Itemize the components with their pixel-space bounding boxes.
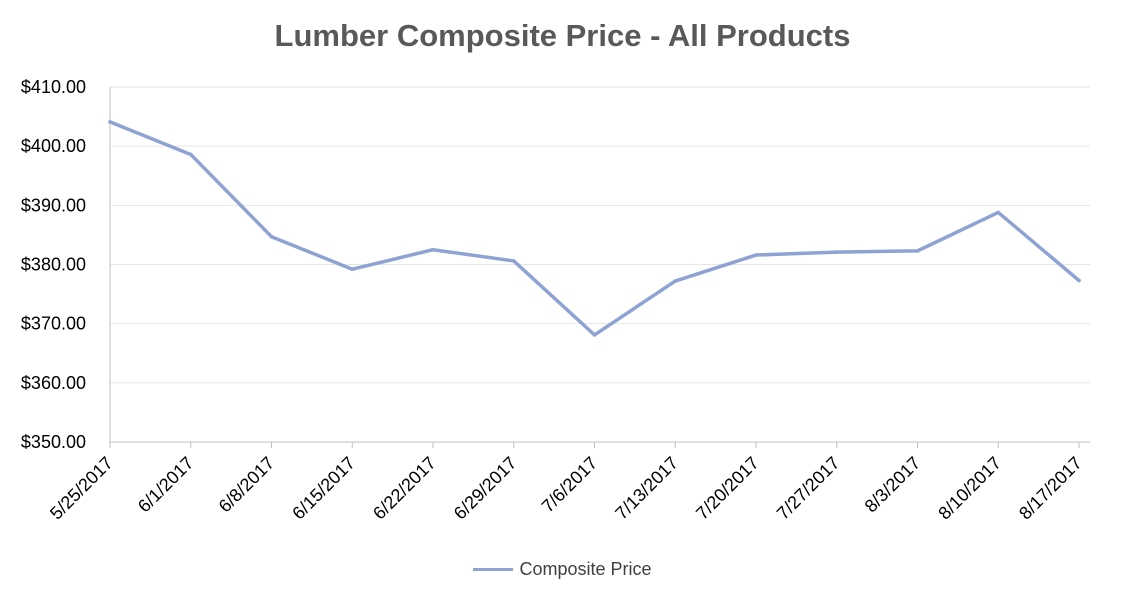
x-tick-label: 5/25/2017 [46, 453, 117, 524]
y-tick-label: $400.00 [21, 136, 86, 156]
data-point [592, 333, 597, 337]
legend: Composite Price [0, 556, 1125, 582]
legend-label: Composite Price [519, 558, 652, 579]
data-point [1077, 278, 1081, 283]
x-tick-label: 6/1/2017 [134, 453, 198, 517]
legend-swatch [473, 567, 514, 571]
series-line-composite-price [108, 120, 1081, 337]
x-tick-label: 8/10/2017 [934, 453, 1005, 524]
series-layer [108, 120, 1081, 337]
data-point [431, 247, 435, 252]
y-axis-tick-labels: $350.00 $360.00 $370.00 $380.00 $390.00 $400.… [21, 77, 86, 452]
data-point [754, 253, 758, 257]
x-tick-label: 7/27/2017 [773, 453, 844, 524]
x-tick-label: 6/22/2017 [369, 453, 440, 524]
data-point [915, 249, 920, 253]
y-tick-label: $410.00 [21, 77, 86, 97]
x-tick-label: 7/20/2017 [692, 453, 763, 524]
y-tick-label: $360.00 [21, 373, 86, 393]
data-point [673, 279, 678, 283]
y-tick-label: $390.00 [21, 195, 86, 215]
x-tick-label: 8/3/2017 [861, 453, 925, 517]
data-point [108, 120, 112, 124]
x-tick-label: 7/6/2017 [538, 453, 602, 517]
data-point [350, 267, 355, 272]
x-tick-label: 7/13/2017 [611, 453, 682, 524]
data-point [188, 152, 193, 157]
chart-title: Lumber Composite Price - All Products [274, 18, 851, 53]
data-point [511, 259, 516, 263]
x-tick-label: 6/15/2017 [288, 453, 359, 524]
x-axis-tick-labels: 5/25/2017 6/1/2017 6/8/2017 6/15/2017 6/22/2… [46, 453, 1086, 524]
y-tick-label: $380.00 [21, 255, 86, 275]
x-tick-label: 6/29/2017 [450, 453, 521, 524]
data-point [269, 234, 274, 239]
gridlines [110, 86, 1090, 384]
x-tick-label: 6/8/2017 [215, 453, 279, 517]
data-point [996, 210, 1001, 215]
y-tick-label: $350.00 [21, 432, 86, 452]
axes [109, 87, 1090, 448]
x-tick-label: 8/17/2017 [1015, 453, 1086, 524]
y-tick-label: $370.00 [21, 314, 86, 334]
data-point [834, 250, 839, 254]
